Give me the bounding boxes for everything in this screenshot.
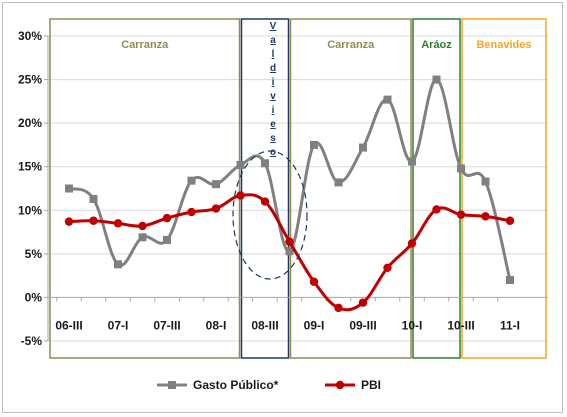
x-tick-label: 09-III xyxy=(349,318,376,332)
data-point xyxy=(432,205,441,214)
data-point xyxy=(310,140,318,149)
x-tick-label: 07-I xyxy=(108,318,129,332)
y-tick-label: 15% xyxy=(18,160,42,174)
data-point xyxy=(457,164,465,173)
data-point xyxy=(309,277,319,286)
period-label-letter: i xyxy=(272,105,275,116)
series-layer xyxy=(64,75,515,313)
period-label-letter: o xyxy=(270,147,276,158)
period-label: Carranza xyxy=(327,39,375,51)
period-box xyxy=(412,18,461,359)
data-point xyxy=(383,263,392,272)
data-point xyxy=(505,216,515,225)
legend-swatch-marker xyxy=(335,380,345,390)
data-point xyxy=(236,191,245,200)
legend: Gasto Público* PBI xyxy=(157,378,381,392)
period-label-letter: d xyxy=(270,63,276,74)
y-tick-label: 20% xyxy=(18,116,42,130)
x-tick-label: 09-I xyxy=(304,318,325,332)
data-point xyxy=(334,303,343,313)
data-point xyxy=(383,95,392,104)
y-tick-label: 5% xyxy=(25,247,43,261)
period-box xyxy=(49,18,241,359)
data-point xyxy=(506,276,514,284)
legend-label: Gasto Público* xyxy=(193,378,279,392)
y-tick-label: 30% xyxy=(18,29,42,43)
period-label-letter: i xyxy=(272,77,275,88)
data-point xyxy=(408,157,416,166)
period-label: Aráoz xyxy=(421,39,452,51)
period-label-letter: a xyxy=(270,35,276,46)
x-tick-label: 08-III xyxy=(251,318,278,332)
data-point xyxy=(113,219,123,228)
data-point xyxy=(481,212,490,221)
period-box xyxy=(289,18,412,359)
x-tick-label: 11-I xyxy=(500,318,520,332)
chart-frame xyxy=(2,2,563,413)
y-tick-label: 0% xyxy=(25,290,43,304)
x-tick-label: 10-I xyxy=(402,318,423,332)
data-point xyxy=(64,217,74,226)
period-label: Benavides xyxy=(476,39,531,51)
data-point xyxy=(432,75,441,84)
data-point xyxy=(163,235,171,244)
period-box xyxy=(461,18,547,359)
data-point xyxy=(481,177,490,186)
x-tick-label: 08-I xyxy=(206,318,227,332)
period-box xyxy=(240,18,290,359)
period-label-letter: l xyxy=(272,49,275,60)
y-tick-label: -5% xyxy=(21,334,43,348)
data-point xyxy=(187,207,196,217)
data-point xyxy=(89,194,98,203)
data-point xyxy=(114,260,122,269)
data-point xyxy=(456,210,466,219)
period-label-letter: v xyxy=(270,91,276,102)
x-tick-label: 07-III xyxy=(153,318,180,332)
legend-swatch-marker xyxy=(168,381,176,389)
data-point xyxy=(261,159,269,168)
data-point xyxy=(358,298,368,307)
data-point xyxy=(138,221,147,231)
data-point xyxy=(285,247,294,256)
data-point xyxy=(138,233,147,242)
axis-layer: -5% 0% 5% 10% 15% 20% 25% 30% 06-III 07-I 07-III 08… xyxy=(18,29,548,348)
data-point xyxy=(285,237,294,246)
data-point xyxy=(162,213,172,223)
x-tick-label: 10-III xyxy=(447,318,474,332)
legend-label: PBI xyxy=(361,378,381,392)
data-point xyxy=(359,143,367,152)
data-point xyxy=(212,180,220,189)
data-point xyxy=(236,160,245,169)
period-label: Carranza xyxy=(121,39,169,51)
period-label-letter: e xyxy=(270,119,276,130)
data-point xyxy=(407,239,417,248)
data-point xyxy=(187,176,196,185)
data-point xyxy=(65,184,73,193)
x-tick-label: 06-III xyxy=(55,318,82,332)
period-label-letter: V xyxy=(270,21,277,32)
data-point xyxy=(260,197,270,206)
data-point xyxy=(89,216,98,225)
data-point xyxy=(211,204,221,213)
highlight-ellipse xyxy=(232,150,308,280)
grid-layer xyxy=(48,35,548,342)
period-label-letter: s xyxy=(270,133,276,144)
y-tick-label: 25% xyxy=(18,73,42,87)
y-tick-label: 10% xyxy=(18,203,42,217)
data-point xyxy=(334,178,343,187)
